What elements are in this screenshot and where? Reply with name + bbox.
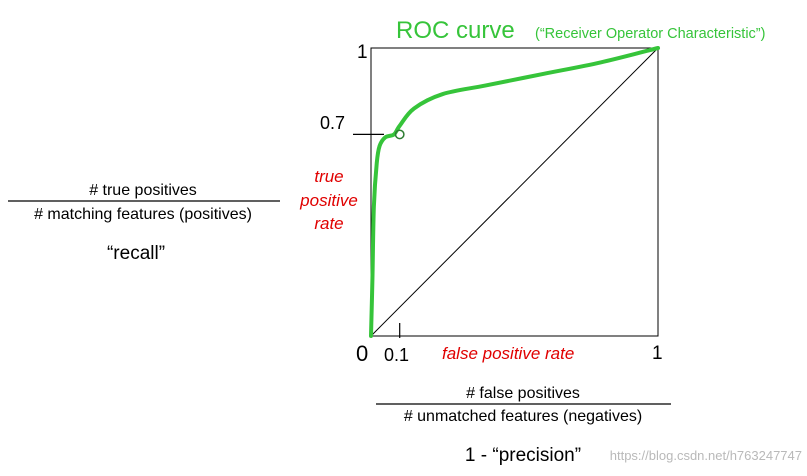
true-positive-rate-numerator: # true positives [89, 182, 197, 199]
x-axis-label: false positive rate [442, 344, 574, 363]
true-positive-rate-denominator: # matching features (positives) [34, 206, 252, 223]
chart-subtitle: (“Receiver Operator Characteristic”) [535, 26, 765, 42]
false-positive-rate-denominator: # unmatched features (negatives) [404, 408, 642, 425]
y-axis-label-line-1: true [314, 167, 343, 186]
tick-label-x-0-1: 0.1 [384, 345, 409, 365]
tick-label-x-1: 1 [652, 343, 663, 364]
chart-title: ROC curve [396, 17, 515, 44]
tick-label-y-1: 1 [357, 42, 368, 63]
plot-frame [370, 47, 659, 337]
y-axis-label-line-3: rate [314, 214, 343, 233]
y-axis-label-line-2: positive [299, 191, 358, 210]
diagonal-line [370, 47, 659, 337]
watermark-text: https://blog.csdn.net/h763247747 [610, 448, 802, 463]
tick-label-x-0: 0 [356, 341, 368, 366]
false-positive-rate-numerator: # false positives [466, 385, 580, 402]
marked-point [394, 129, 405, 140]
recall-label: “recall” [107, 243, 165, 264]
chart-layer: ROC curve (“Receiver Operator Characteris… [8, 17, 802, 466]
tick-label-y-0-7: 0.7 [320, 113, 345, 133]
precision-label: 1 - “precision” [465, 445, 581, 466]
